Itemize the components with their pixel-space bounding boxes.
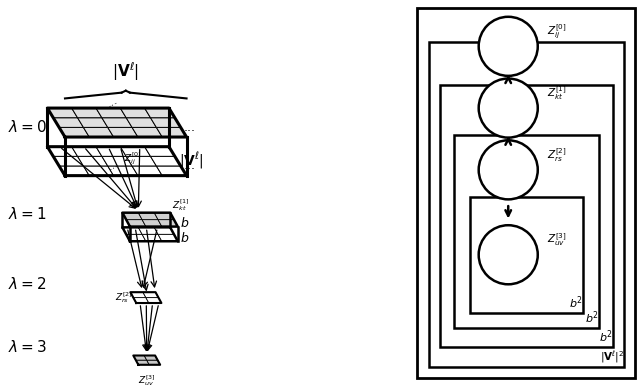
Text: ...: ... — [106, 159, 119, 171]
Polygon shape — [150, 156, 180, 166]
Text: $Z_{ij}^{[0]}$: $Z_{ij}^{[0]}$ — [124, 151, 141, 168]
Polygon shape — [53, 156, 83, 166]
Text: $|\mathbf{V}^\ell|$: $|\mathbf{V}^\ell|$ — [179, 151, 204, 171]
Polygon shape — [154, 213, 174, 220]
Polygon shape — [122, 213, 142, 220]
Text: $Z_{kt}^{[1]}$: $Z_{kt}^{[1]}$ — [547, 85, 566, 102]
Polygon shape — [72, 147, 102, 156]
Polygon shape — [59, 127, 90, 137]
Polygon shape — [77, 118, 108, 127]
Bar — [470, 197, 583, 313]
Ellipse shape — [479, 225, 538, 284]
Polygon shape — [102, 156, 132, 166]
Polygon shape — [108, 127, 138, 137]
Text: $b$: $b$ — [180, 231, 189, 245]
Polygon shape — [47, 147, 77, 156]
Polygon shape — [142, 220, 162, 227]
Polygon shape — [138, 213, 158, 220]
Polygon shape — [126, 234, 146, 241]
Polygon shape — [126, 156, 156, 166]
Polygon shape — [47, 108, 77, 118]
Polygon shape — [59, 166, 90, 176]
Polygon shape — [158, 220, 178, 227]
Text: $Z_{uv}^{[3]}$: $Z_{uv}^{[3]}$ — [547, 232, 566, 249]
Polygon shape — [72, 108, 102, 118]
Polygon shape — [77, 156, 108, 166]
Text: $b^2$: $b^2$ — [569, 294, 583, 311]
Bar — [440, 85, 612, 347]
Polygon shape — [96, 108, 126, 118]
Polygon shape — [120, 108, 150, 118]
Polygon shape — [132, 127, 162, 137]
Polygon shape — [138, 227, 158, 234]
Polygon shape — [150, 118, 180, 127]
Bar — [429, 42, 624, 367]
Polygon shape — [133, 298, 149, 303]
Polygon shape — [143, 292, 159, 298]
Text: $Z_{kt}^{[1]}$: $Z_{kt}^{[1]}$ — [172, 197, 190, 213]
Text: $b^2$: $b^2$ — [599, 329, 612, 345]
Polygon shape — [147, 360, 160, 365]
Text: $Z_{uv}^{[3]}$: $Z_{uv}^{[3]}$ — [138, 373, 156, 386]
Text: $|\mathbf{V}^\ell|^2$: $|\mathbf{V}^\ell|^2$ — [600, 349, 624, 365]
Polygon shape — [156, 127, 186, 137]
Text: $\lambda = 0$: $\lambda = 0$ — [8, 119, 47, 135]
Polygon shape — [53, 118, 83, 127]
Polygon shape — [131, 292, 146, 298]
Polygon shape — [136, 360, 149, 365]
Polygon shape — [126, 220, 146, 227]
Text: $\lambda = 2$: $\lambda = 2$ — [8, 276, 47, 292]
Polygon shape — [133, 356, 147, 360]
Polygon shape — [146, 298, 161, 303]
Polygon shape — [83, 127, 114, 137]
Polygon shape — [120, 147, 150, 156]
Text: $\lambda = 1$: $\lambda = 1$ — [8, 206, 47, 222]
Text: ...: ... — [184, 159, 196, 173]
Ellipse shape — [479, 78, 538, 138]
Text: $Z_{rs}^{[2]}$: $Z_{rs}^{[2]}$ — [547, 146, 566, 164]
Polygon shape — [122, 227, 142, 234]
Polygon shape — [145, 147, 175, 156]
Polygon shape — [108, 166, 138, 176]
Text: ...: ... — [184, 121, 196, 134]
Text: $\lambda = 3$: $\lambda = 3$ — [8, 339, 47, 356]
Polygon shape — [142, 234, 162, 241]
Text: ...: ... — [105, 95, 120, 109]
Ellipse shape — [479, 17, 538, 76]
Ellipse shape — [479, 140, 538, 200]
Bar — [454, 135, 599, 328]
Text: $|\mathbf{V}^\ell|$: $|\mathbf{V}^\ell|$ — [112, 60, 140, 83]
Polygon shape — [144, 356, 157, 360]
Polygon shape — [145, 108, 175, 118]
Polygon shape — [83, 166, 114, 176]
Polygon shape — [126, 118, 156, 127]
Polygon shape — [156, 166, 186, 176]
Polygon shape — [102, 118, 132, 127]
Text: $b^2$: $b^2$ — [585, 310, 599, 326]
Polygon shape — [96, 147, 126, 156]
Polygon shape — [132, 166, 162, 176]
Polygon shape — [154, 227, 174, 234]
Text: $b$: $b$ — [180, 216, 189, 230]
Text: $Z_{rs}^{[2]}$: $Z_{rs}^{[2]}$ — [115, 290, 132, 305]
Text: $Z_{ij}^{[0]}$: $Z_{ij}^{[0]}$ — [547, 22, 566, 41]
Polygon shape — [158, 234, 178, 241]
